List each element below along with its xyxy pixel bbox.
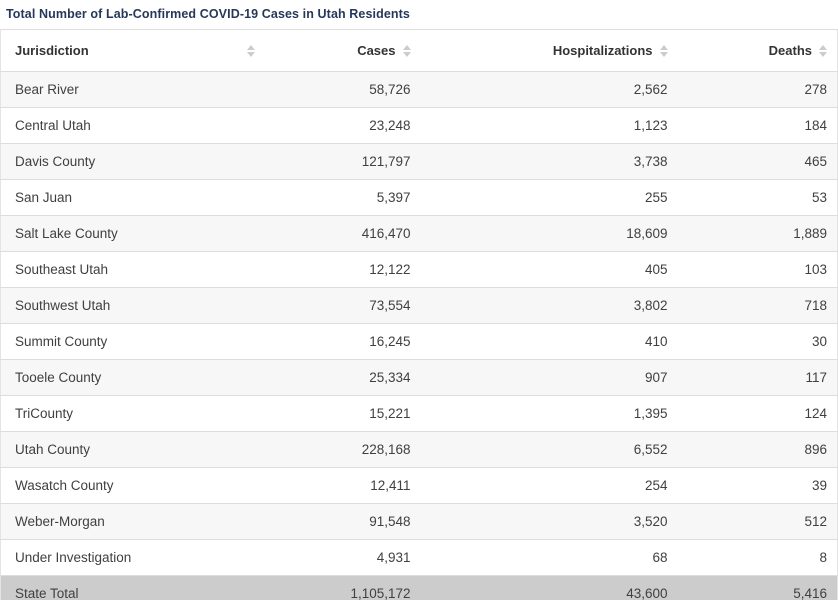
cell-hospitalizations: 1,395 [420,395,678,432]
column-label: Hospitalizations [552,43,653,58]
cell-jurisdiction: Weber-Morgan [0,503,265,540]
sort-arrows-icon[interactable] [402,44,411,57]
cell-deaths: 278 [677,71,838,108]
cell-hospitalizations: 18,609 [420,215,678,252]
table-row: Southeast Utah 12,122 405 103 [0,251,838,288]
column-label: Deaths [768,43,812,58]
cell-deaths: 465 [677,143,838,180]
sort-arrows-icon[interactable] [659,44,668,57]
sort-arrows-icon[interactable] [246,44,255,57]
cell-deaths: 117 [677,359,838,396]
cell-cases: 16,245 [264,323,421,360]
cell-deaths: 512 [677,503,838,540]
cell-cases: 23,248 [264,107,421,144]
cell-cases: 228,168 [264,431,421,468]
cell-hospitalizations: 255 [420,179,678,216]
cell-hospitalizations: 907 [420,359,678,396]
cell-cases: 15,221 [264,395,421,432]
cell-cases: 91,548 [264,503,421,540]
cell-cases: 416,470 [264,215,421,252]
cell-jurisdiction: TriCounty [0,395,265,432]
cell-deaths: 896 [677,431,838,468]
cell-deaths: 39 [677,467,838,504]
column-label: Cases [357,43,396,58]
cell-cases: 121,797 [264,143,421,180]
cell-cases: 58,726 [264,71,421,108]
cell-jurisdiction: San Juan [0,179,265,216]
cell-deaths: 103 [677,251,838,288]
cell-cases: 12,411 [264,467,421,504]
cell-cases: 5,397 [264,179,421,216]
table-row: Salt Lake County 416,470 18,609 1,889 [0,215,838,252]
cell-jurisdiction: Under Investigation [0,539,265,576]
sort-arrows-icon[interactable] [819,44,827,57]
cell-hospitalizations: 43,600 [420,575,678,600]
header-row: Jurisdiction Cases Hospitalizations [0,30,838,72]
cell-cases: 1,105,172 [264,575,421,600]
cell-jurisdiction: Wasatch County [0,467,265,504]
table-row: Davis County 121,797 3,738 465 [0,143,838,180]
cell-hospitalizations: 3,802 [420,287,678,324]
column-label: Jurisdiction [15,43,89,58]
total-row: State Total 1,105,172 43,600 5,416 [0,575,838,600]
cell-hospitalizations: 254 [420,467,678,504]
table-row: Weber-Morgan 91,548 3,520 512 [0,503,838,540]
cell-hospitalizations: 2,562 [420,71,678,108]
table-row: San Juan 5,397 255 53 [0,179,838,216]
table-body: Bear River 58,726 2,562 278 Central Utah 23,2… [0,71,838,600]
title-bar: Total Number of Lab-Confirmed COVID-19 C… [0,0,838,30]
cell-hospitalizations: 3,738 [420,143,678,180]
column-header-jurisdiction[interactable]: Jurisdiction [0,30,265,72]
covid-cases-table: Jurisdiction Cases Hospitalizations [0,30,838,600]
cell-jurisdiction: Davis County [0,143,265,180]
cell-jurisdiction: Southwest Utah [0,287,265,324]
column-header-hospitalizations[interactable]: Hospitalizations [420,30,678,72]
table-header: Jurisdiction Cases Hospitalizations [0,30,838,72]
table-row: Tooele County 25,334 907 117 [0,359,838,396]
cell-deaths: 8 [677,539,838,576]
table-row: Southwest Utah 73,554 3,802 718 [0,287,838,324]
table-row: TriCounty 15,221 1,395 124 [0,395,838,432]
cell-jurisdiction: Summit County [0,323,265,360]
cell-hospitalizations: 1,123 [420,107,678,144]
cell-deaths: 184 [677,107,838,144]
cell-jurisdiction: State Total [0,575,265,600]
cell-jurisdiction: Bear River [0,71,265,108]
table-row: Central Utah 23,248 1,123 184 [0,107,838,144]
cell-cases: 73,554 [264,287,421,324]
cell-deaths: 718 [677,287,838,324]
cell-hospitalizations: 68 [420,539,678,576]
cell-jurisdiction: Salt Lake County [0,215,265,252]
cell-deaths: 1,889 [677,215,838,252]
cell-hospitalizations: 3,520 [420,503,678,540]
table-row: Bear River 58,726 2,562 278 [0,71,838,108]
table-row: Utah County 228,168 6,552 896 [0,431,838,468]
cell-deaths: 124 [677,395,838,432]
cell-jurisdiction: Central Utah [0,107,265,144]
column-header-cases[interactable]: Cases [264,30,421,72]
cell-cases: 4,931 [264,539,421,576]
cell-hospitalizations: 410 [420,323,678,360]
cell-hospitalizations: 6,552 [420,431,678,468]
cell-jurisdiction: Utah County [0,431,265,468]
cell-deaths: 30 [677,323,838,360]
cell-jurisdiction: Tooele County [0,359,265,396]
table-row: Wasatch County 12,411 254 39 [0,467,838,504]
cell-deaths: 53 [677,179,838,216]
cell-jurisdiction: Southeast Utah [0,251,265,288]
cell-hospitalizations: 405 [420,251,678,288]
cell-cases: 12,122 [264,251,421,288]
column-header-deaths[interactable]: Deaths [677,30,838,72]
table-row: Under Investigation 4,931 68 8 [0,539,838,576]
table-row: Summit County 16,245 410 30 [0,323,838,360]
cell-cases: 25,334 [264,359,421,396]
page-title: Total Number of Lab-Confirmed COVID-19 C… [6,7,410,21]
cell-deaths: 5,416 [677,575,838,600]
